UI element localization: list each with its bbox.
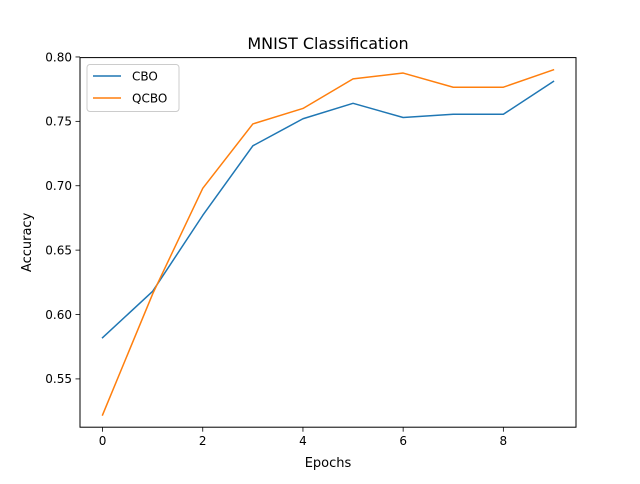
x-tick-label: 4 [299,434,307,448]
y-tick-label: 0.60 [45,308,72,322]
legend-label-cbo: CBO [132,70,158,84]
legend: CBO QCBO [86,64,180,112]
y-tick-label: 0.55 [45,372,72,386]
x-tick-label: 0 [99,434,107,448]
plot-frame [79,57,577,428]
series-line-cbo [101,80,555,339]
legend-label-qcbo: QCBO [132,92,167,106]
x-axis-label: Epochs [305,456,352,471]
x-tick-label: 6 [399,434,407,448]
series-line-qcbo [101,68,555,416]
series-layer [101,68,555,416]
x-tick-label: 8 [500,434,508,448]
y-tick-label: 0.65 [45,243,72,257]
y-tick-label: 0.70 [45,179,72,193]
y-tick-label: 0.80 [45,50,72,64]
x-axis-ticks: 0 2 4 6 8 [99,427,507,448]
chart-title: MNIST Classification [247,34,408,53]
x-tick-label: 2 [199,434,207,448]
y-tick-label: 0.75 [45,115,72,129]
y-axis-ticks: 0.55 0.60 0.65 0.70 0.75 0.80 [45,50,80,386]
y-axis-label: Accuracy [20,212,35,272]
